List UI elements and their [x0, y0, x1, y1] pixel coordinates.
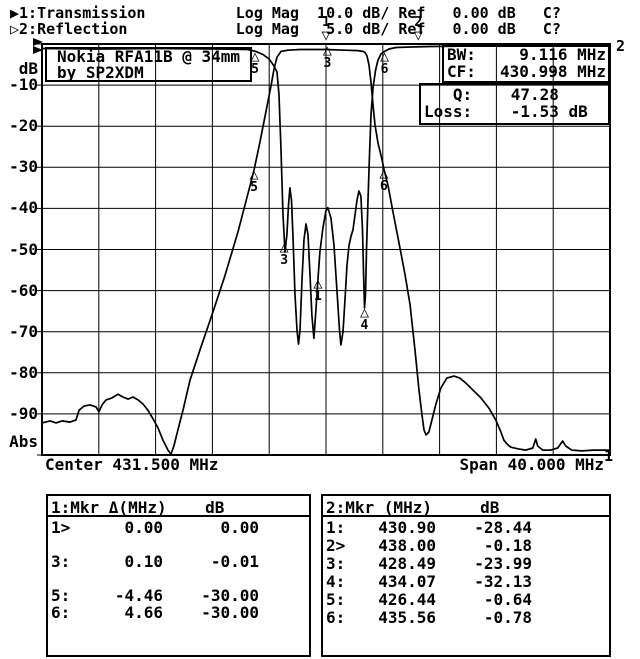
cf-value: 430.998 MHz: [500, 62, 606, 81]
marker-1-trace2: △ 1: [313, 274, 323, 305]
channel-1-header: ▶1:Transmission Log Mag 10.0 dB/ Ref 0.0…: [10, 4, 561, 22]
marker-3-trace1: △ 3: [322, 41, 332, 72]
table-row: 1> 0.00 0.00: [51, 518, 259, 537]
marker-5-trace1: △ 5: [249, 165, 259, 196]
device-name: Nokia RFA11B @ 34mm: [57, 47, 241, 66]
marker-2-trace2: 2 ▽: [413, 15, 423, 44]
table-row: [51, 569, 259, 586]
marker-up-triangle-icon: △: [250, 46, 260, 65]
marker-down-triangle-icon: ▽: [321, 26, 331, 44]
marker-table-ch1-rows: 1> 0.00 0.00 3: 0.10 -0.01 5: -4.46 -30.00 6: 4…: [51, 518, 259, 622]
marker-6-trace1: △ 6: [379, 163, 389, 194]
q-readout: Q: 47.28: [424, 85, 559, 104]
marker-6-trace2: △ 6: [379, 46, 390, 77]
marker-table-ch1-header: 1:Mkr Δ(MHz) dB: [48, 496, 309, 517]
table-row: 6: 4.66 -30.00: [51, 603, 259, 622]
trace-transmission: [41, 48, 610, 456]
trace-reflection: [41, 44, 610, 346]
marker-up-triangle-icon: △: [322, 41, 332, 60]
y-tick-label: -50: [9, 239, 38, 259]
marker-1-trace1: 1 ▽: [321, 15, 331, 44]
y-tick-label: -20: [9, 116, 38, 136]
bw-cf-readout-box: [442, 45, 610, 83]
table-row: 3: 428.49 -23.99: [326, 554, 532, 573]
marker-down-triangle-icon: ▽: [413, 26, 423, 44]
marker-table-ch2: 2:Mkr (MHz) dB 1: 430.90 -28.44 2> 438.00 -0…: [321, 494, 611, 657]
marker-up-triangle-icon: △: [379, 46, 390, 65]
device-info-box: [45, 47, 252, 82]
y-tick-label: -70: [9, 321, 38, 341]
bw-label: BW:: [447, 45, 476, 64]
marker-up-triangle-icon: △: [313, 274, 323, 293]
marker-table-ch2-header: 2:Mkr (MHz) dB: [323, 496, 609, 517]
marker-5-trace2: △ 5: [250, 46, 260, 77]
plot-border: [41, 43, 611, 456]
trace1-edge-label: 1: [604, 447, 614, 465]
table-row: 4: 434.07 -32.13: [326, 572, 532, 591]
marker-table-ch1: 1:Mkr Δ(MHz) dB 1> 0.00 0.00 3: 0.10 -0.01 5…: [46, 494, 311, 657]
device-author: by SP2XDM: [57, 63, 144, 82]
table-row: 5: -4.46 -30.00: [51, 586, 259, 605]
marker-4-trace2: △ 4: [359, 302, 369, 333]
table-row: 5: 426.44 -0.64: [326, 590, 532, 609]
trace2-ref-arrow-icon: [33, 46, 43, 54]
table-row: 3: 0.10 -0.01: [51, 552, 259, 571]
table-row: [51, 535, 259, 552]
y-axis-top-label: dB: [18, 59, 38, 78]
center-frequency-label: Center 431.500 MHz: [45, 455, 219, 474]
cf-label: CF:: [447, 62, 476, 81]
marker-3-trace2: △ 3: [279, 237, 289, 268]
y-tick-label: -30: [9, 157, 38, 177]
q-loss-readout-box: [419, 83, 610, 125]
marker-up-triangle-icon: △: [359, 302, 369, 321]
table-row: 1: 430.90 -28.44: [326, 518, 532, 537]
loss-readout: Loss: -1.53 dB: [424, 102, 588, 121]
marker-table-ch2-rows: 1: 430.90 -28.44 2> 438.00 -0.18 3: 428.49 -23…: [326, 518, 532, 627]
y-axis-bottom-label: Abs: [9, 432, 38, 451]
y-tick-label: -40: [9, 198, 38, 218]
y-tick-label: -60: [9, 280, 38, 300]
trace1-ref-arrow-icon: [33, 38, 43, 46]
marker-up-triangle-icon: △: [249, 165, 259, 184]
trace2-edge-label: 2: [616, 37, 626, 55]
marker-up-triangle-icon: △: [279, 237, 289, 256]
channel-2-header: ▷2:Reflection Log Mag 5.0 dB/ Ref 0.00 d…: [10, 20, 561, 38]
marker-up-triangle-icon: △: [379, 163, 389, 182]
y-tick-label: -90: [9, 403, 38, 423]
y-tick-label: -80: [9, 362, 38, 382]
span-label: Span 40.000 MHz: [459, 455, 605, 474]
table-row: 6: 435.56 -0.78: [326, 608, 532, 627]
table-row: 2> 438.00 -0.18: [326, 536, 532, 555]
bw-value: 9.116 MHz: [519, 45, 606, 64]
y-tick-label: -10: [9, 75, 38, 95]
